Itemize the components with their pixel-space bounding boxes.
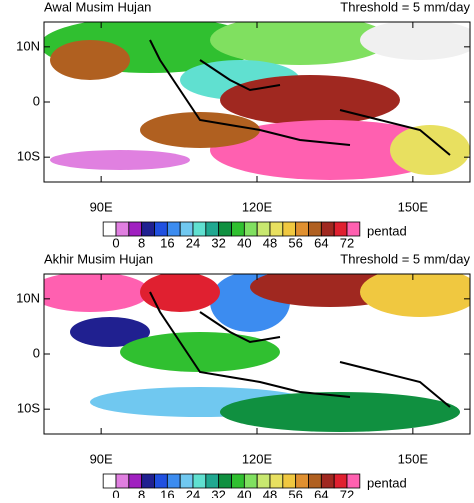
colorbar-box [308, 473, 322, 489]
colorbar-tick-label: 56 [288, 235, 302, 250]
y-tick-label: 10N [16, 38, 40, 53]
colorbar-tick-label: 48 [263, 235, 277, 250]
colorbar-box [141, 473, 155, 489]
x-tick-label: 120E [242, 451, 273, 466]
colorbar-box [231, 221, 245, 237]
colorbar-tick-label: 0 [112, 235, 119, 250]
y-tick-label: 10N [16, 290, 40, 305]
colorbar-box [269, 473, 284, 489]
x-tick-label: 120E [242, 199, 273, 214]
colorbar-tick-label: 56 [288, 487, 302, 498]
colorbar-box [320, 473, 335, 489]
map-field [44, 22, 470, 182]
colorbar-box [115, 473, 130, 489]
colorbar-tick-label: 24 [186, 235, 200, 250]
x-tick-label: 150E [398, 199, 429, 214]
colorbar-tick-label: 8 [138, 487, 145, 498]
y-tick-label: 0 [33, 345, 40, 360]
colorbar-box [295, 473, 309, 489]
colorbar-box [333, 221, 348, 237]
colorbar-tick-label: 32 [211, 235, 225, 250]
colorbar-box [282, 473, 297, 489]
colorbar-box [320, 221, 335, 237]
colorbar-tick-label: 16 [160, 487, 174, 498]
colorbar-box [295, 221, 309, 237]
threshold-label: Threshold = 5 mm/day [340, 251, 470, 266]
colorbar-tick-label: 0 [112, 487, 119, 498]
y-tick-label: 10S [17, 149, 40, 164]
colorbar-tick-label: 64 [314, 235, 328, 250]
colorbar-box [128, 473, 143, 489]
colorbar-box [154, 221, 168, 237]
panel-title: Awal Musim Hujan [44, 0, 151, 14]
colorbar-tick-label: 16 [160, 235, 174, 250]
colorbar-tick-label: 64 [314, 487, 328, 498]
colorbar-box [192, 473, 207, 489]
colorbar-tick-label: 40 [237, 487, 251, 498]
colorbar-box [154, 473, 168, 489]
map-field [44, 274, 470, 434]
colorbar-box [333, 473, 348, 489]
colorbar-box [256, 473, 271, 489]
colorbar-box [179, 473, 194, 489]
colorbar-box [205, 221, 220, 237]
colorbar-box [346, 221, 361, 237]
colorbar-box [231, 473, 245, 489]
colorbar-box [205, 473, 220, 489]
colorbar-box [269, 221, 284, 237]
x-tick-label: 90E [90, 199, 113, 214]
colorbar-box [102, 473, 117, 489]
colorbar-tick-label: 8 [138, 235, 145, 250]
colorbar-box [166, 473, 181, 489]
colorbar-tick-label: 32 [211, 487, 225, 498]
colorbar-box [115, 221, 130, 237]
colorbar-box [346, 473, 361, 489]
colorbar-box [141, 221, 155, 237]
panel-title: Akhir Musim Hujan [44, 251, 153, 266]
y-tick-label: 0 [33, 93, 40, 108]
colorbar-label: pentad [367, 475, 407, 490]
colorbar-box [166, 221, 181, 237]
colorbar-box [308, 221, 322, 237]
colorbar-box [243, 473, 258, 489]
colorbar-box [192, 221, 207, 237]
threshold-label: Threshold = 5 mm/day [340, 0, 470, 14]
colorbar-box [282, 221, 297, 237]
colorbar-box [128, 221, 143, 237]
y-tick-label: 10S [17, 401, 40, 416]
x-tick-label: 150E [398, 451, 429, 466]
colorbar-box [179, 221, 194, 237]
colorbar-tick-label: 72 [340, 235, 354, 250]
colorbar-box [102, 221, 117, 237]
colorbar-box [243, 221, 258, 237]
colorbar-tick-label: 72 [340, 487, 354, 498]
colorbar-tick-label: 48 [263, 487, 277, 498]
colorbar-label: pentad [367, 223, 407, 238]
colorbar-tick-label: 24 [186, 487, 200, 498]
colorbar-box [218, 473, 232, 489]
colorbar-tick-label: 40 [237, 235, 251, 250]
x-tick-label: 90E [90, 451, 113, 466]
colorbar-box [256, 221, 271, 237]
colorbar-box [218, 221, 232, 237]
